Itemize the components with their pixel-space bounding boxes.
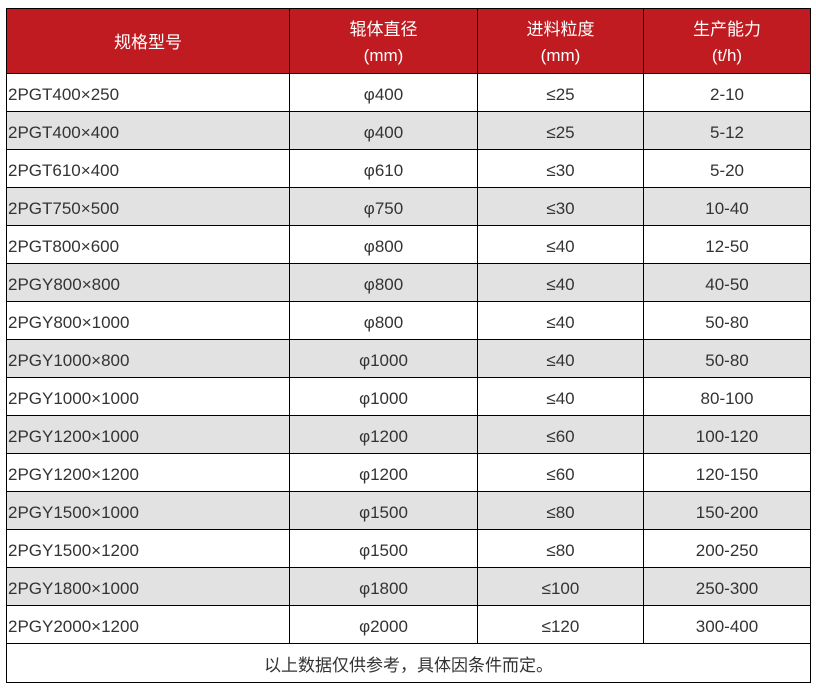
cell-feed-size: ≤30 (477, 187, 644, 226)
table-row: 2PGY1200×1200 φ1200 ≤60 120-150 (6, 453, 811, 492)
cell-roller-diameter: φ2000 (289, 605, 478, 644)
header-label: 生产能力 (693, 15, 761, 40)
table-row: 2PGY1500×1200 φ1500 ≤80 200-250 (6, 529, 811, 568)
cell-roller-diameter: φ1200 (289, 453, 478, 492)
cell-model: 2PGY1000×1000 (6, 377, 290, 416)
cell-capacity: 50-80 (643, 339, 811, 378)
cell-capacity: 12-50 (643, 225, 811, 264)
spec-table: 规格型号 辊体直径 (mm) 进料粒度 (mm) 生产能力 (t/h) 2PGT… (6, 8, 811, 683)
cell-capacity: 200-250 (643, 529, 811, 568)
cell-roller-diameter: φ800 (289, 301, 478, 340)
cell-capacity: 5-20 (643, 149, 811, 188)
cell-feed-size: ≤40 (477, 301, 644, 340)
cell-feed-size: ≤60 (477, 453, 644, 492)
table-row: 2PGT400×250 φ400 ≤25 2-10 (6, 73, 811, 112)
table-row: 2PGY800×1000 φ800 ≤40 50-80 (6, 301, 811, 340)
cell-roller-diameter: φ1500 (289, 491, 478, 530)
table-row: 2PGY800×800 φ800 ≤40 40-50 (6, 263, 811, 302)
cell-feed-size: ≤120 (477, 605, 644, 644)
cell-model: 2PGY2000×1200 (6, 605, 290, 644)
cell-model: 2PGY800×800 (6, 263, 290, 302)
table-footer: 以上数据仅供参考，具体因条件而定。 (6, 643, 811, 683)
cell-capacity: 300-400 (643, 605, 811, 644)
cell-roller-diameter: φ750 (289, 187, 478, 226)
header-unit: (t/h) (711, 41, 743, 66)
cell-model: 2PGT400×400 (6, 111, 290, 150)
cell-capacity: 40-50 (643, 263, 811, 302)
cell-roller-diameter: φ610 (289, 149, 478, 188)
cell-roller-diameter: φ800 (289, 225, 478, 264)
table-row: 2PGY1000×1000 φ1000 ≤40 80-100 (6, 377, 811, 416)
table-header: 规格型号 辊体直径 (mm) 进料粒度 (mm) 生产能力 (t/h) (6, 8, 811, 74)
spec-table-container: 规格型号 辊体直径 (mm) 进料粒度 (mm) 生产能力 (t/h) 2PGT… (6, 8, 811, 683)
cell-roller-diameter: φ1500 (289, 529, 478, 568)
cell-model: 2PGY1200×1200 (6, 453, 290, 492)
table-row: 2PGT610×400 φ610 ≤30 5-20 (6, 149, 811, 188)
cell-feed-size: ≤100 (477, 567, 644, 606)
cell-roller-diameter: φ400 (289, 111, 478, 150)
header-label: 规格型号 (114, 28, 182, 53)
footnote-text: 以上数据仅供参考，具体因条件而定。 (264, 650, 553, 676)
table-row: 2PGY1200×1000 φ1200 ≤60 100-120 (6, 415, 811, 454)
cell-roller-diameter: φ400 (289, 73, 478, 112)
cell-model: 2PGT400×250 (6, 73, 290, 112)
cell-model: 2PGY1500×1200 (6, 529, 290, 568)
header-label: 辊体直径 (349, 15, 418, 40)
cell-feed-size: ≤30 (477, 149, 644, 188)
table-body: 2PGT400×250 φ400 ≤25 2-10 2PGT400×400 φ400 ≤25… (6, 73, 811, 644)
cell-feed-size: ≤80 (477, 491, 644, 530)
cell-capacity: 100-120 (643, 415, 811, 454)
header-unit: (mm) (363, 41, 404, 66)
cell-capacity: 120-150 (643, 453, 811, 492)
cell-feed-size: ≤40 (477, 263, 644, 302)
cell-feed-size: ≤60 (477, 415, 644, 454)
table-row: 2PGY1000×800 φ1000 ≤40 50-80 (6, 339, 811, 378)
cell-model: 2PGT610×400 (6, 149, 290, 188)
cell-feed-size: ≤25 (477, 73, 644, 112)
cell-capacity: 2-10 (643, 73, 811, 112)
cell-roller-diameter: φ1200 (289, 415, 478, 454)
header-label: 进料粒度 (526, 15, 595, 40)
table-row: 2PGT750×500 φ750 ≤30 10-40 (6, 187, 811, 226)
table-row: 2PGT800×600 φ800 ≤40 12-50 (6, 225, 811, 264)
cell-roller-diameter: φ1000 (289, 377, 478, 416)
cell-feed-size: ≤40 (477, 339, 644, 378)
cell-feed-size: ≤25 (477, 111, 644, 150)
header-unit: (mm) (540, 41, 581, 66)
cell-model: 2PGT750×500 (6, 187, 290, 226)
cell-model: 2PGT800×600 (6, 225, 290, 264)
header-cell-model: 规格型号 (6, 8, 290, 74)
cell-capacity: 10-40 (643, 187, 811, 226)
header-row: 规格型号 辊体直径 (mm) 进料粒度 (mm) 生产能力 (t/h) (6, 8, 811, 74)
cell-model: 2PGY1500×1000 (6, 491, 290, 530)
table-row: 2PGY2000×1200 φ2000 ≤120 300-400 (6, 605, 811, 644)
cell-roller-diameter: φ1000 (289, 339, 478, 378)
table-row: 2PGT400×400 φ400 ≤25 5-12 (6, 111, 811, 150)
cell-feed-size: ≤40 (477, 377, 644, 416)
cell-capacity: 80-100 (643, 377, 811, 416)
header-cell-roller-diameter: 辊体直径 (mm) (289, 8, 478, 74)
cell-feed-size: ≤80 (477, 529, 644, 568)
header-cell-capacity: 生产能力 (t/h) (643, 8, 811, 74)
cell-capacity: 50-80 (643, 301, 811, 340)
cell-capacity: 5-12 (643, 111, 811, 150)
table-row: 2PGY1800×1000 φ1800 ≤100 250-300 (6, 567, 811, 606)
cell-feed-size: ≤40 (477, 225, 644, 264)
cell-roller-diameter: φ1800 (289, 567, 478, 606)
cell-model: 2PGY1800×1000 (6, 567, 290, 606)
cell-model: 2PGY1000×800 (6, 339, 290, 378)
footnote-cell: 以上数据仅供参考，具体因条件而定。 (6, 643, 811, 683)
header-cell-feed-size: 进料粒度 (mm) (477, 8, 644, 74)
cell-roller-diameter: φ800 (289, 263, 478, 302)
cell-capacity: 150-200 (643, 491, 811, 530)
cell-model: 2PGY800×1000 (6, 301, 290, 340)
cell-model: 2PGY1200×1000 (6, 415, 290, 454)
footnote-row: 以上数据仅供参考，具体因条件而定。 (6, 643, 811, 683)
table-row: 2PGY1500×1000 φ1500 ≤80 150-200 (6, 491, 811, 530)
cell-capacity: 250-300 (643, 567, 811, 606)
